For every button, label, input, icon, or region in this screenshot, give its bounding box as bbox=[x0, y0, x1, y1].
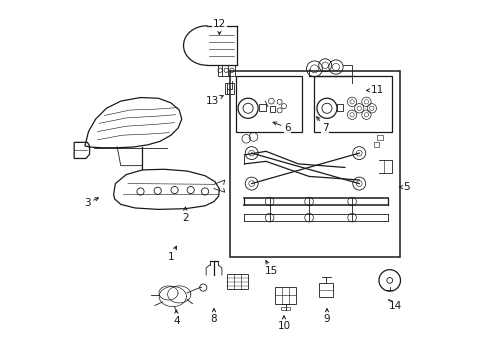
Text: 8: 8 bbox=[210, 309, 217, 324]
Bar bbox=[274, 287, 296, 304]
Bar bbox=[258, 104, 265, 111]
Bar bbox=[224, 83, 233, 94]
Bar bbox=[373, 141, 379, 147]
Text: 5: 5 bbox=[399, 182, 409, 192]
Bar bbox=[217, 64, 234, 76]
Bar bbox=[269, 107, 274, 112]
Text: 1: 1 bbox=[167, 246, 176, 262]
Bar bbox=[314, 76, 391, 132]
Bar bbox=[235, 76, 301, 132]
Text: 9: 9 bbox=[323, 309, 329, 324]
Text: 4: 4 bbox=[173, 310, 179, 325]
Bar bbox=[319, 283, 333, 297]
Text: 10: 10 bbox=[277, 316, 290, 331]
Text: 14: 14 bbox=[387, 300, 401, 311]
Text: 3: 3 bbox=[84, 198, 98, 208]
Text: 13: 13 bbox=[205, 96, 223, 106]
Text: 12: 12 bbox=[212, 19, 225, 35]
Text: 11: 11 bbox=[366, 85, 383, 95]
Bar bbox=[281, 307, 289, 310]
Text: 15: 15 bbox=[264, 261, 278, 276]
Bar bbox=[336, 104, 343, 111]
Text: 2: 2 bbox=[182, 207, 188, 222]
Bar bbox=[230, 71, 400, 257]
Text: 7: 7 bbox=[316, 117, 328, 133]
Text: 6: 6 bbox=[273, 122, 290, 133]
Bar bbox=[226, 274, 247, 289]
Bar bbox=[376, 135, 382, 140]
